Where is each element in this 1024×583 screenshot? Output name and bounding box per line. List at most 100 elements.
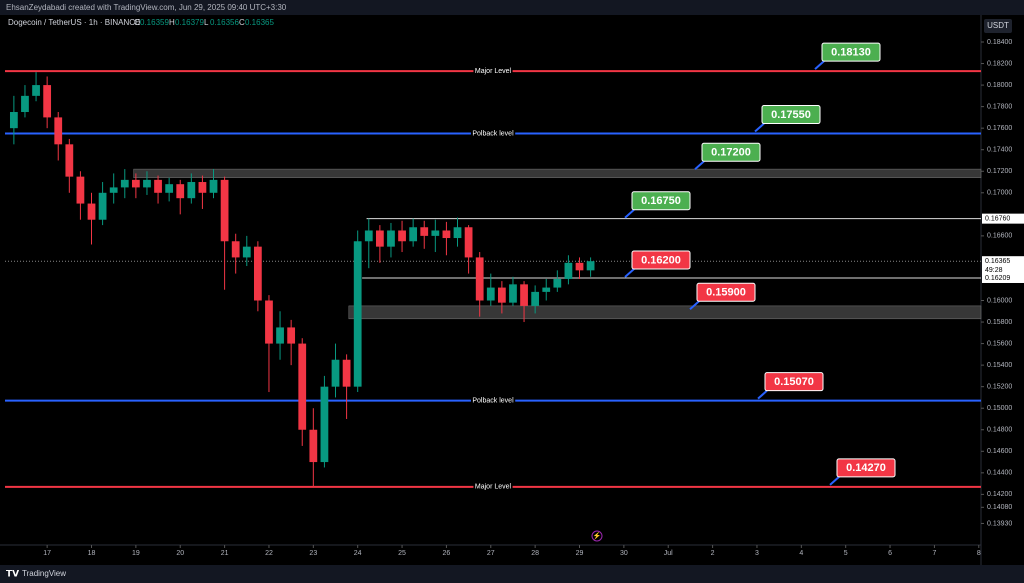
zone [348,305,982,320]
candle-body [509,284,517,303]
candle-body [353,241,362,387]
candle-body [442,230,451,239]
level-label: Major Level [475,68,512,75]
candle-body [486,287,495,301]
zone [133,168,982,178]
alert-icon[interactable] [591,530,603,542]
credit: EhsanZeydabadi created with TradingView.… [6,3,287,12]
x-tick-label: 24 [354,550,362,557]
x-tick-label: 17 [43,550,51,557]
callout-pointer [757,389,768,400]
candle-body [265,300,273,344]
y-tick-label: 0.15800 [987,319,1012,326]
brand: TradingView [22,569,66,578]
candle-body [342,359,351,387]
y-tick-label: 0.18200 [987,60,1012,67]
candle-body [586,261,595,271]
candle-body [453,227,462,239]
y-tick-label: 0.18400 [987,39,1012,46]
candle-body [43,85,52,118]
y-tick-label: 0.14400 [987,470,1012,477]
candle-body [553,278,562,288]
level-label: Major Level [475,484,512,491]
callout-box [836,458,896,478]
callout-box [701,142,761,162]
candle-body [542,287,551,292]
candle-body [287,327,296,344]
price-label-box [982,256,1024,276]
x-tick-label: 4 [799,550,803,557]
x-tick-label: Jul [664,550,673,557]
ohlc-value: 0.16365 [245,18,274,27]
callout-label: 0.14270 [846,462,886,474]
candle-body [65,144,74,177]
x-tick-label: 2 [711,550,715,557]
y-tick-label: 0.17600 [987,125,1012,132]
candle-body [375,230,384,247]
x-tick-label: 6 [888,550,892,557]
price-label: 0.16365 [985,258,1010,265]
y-tick-label: 0.14080 [987,504,1012,511]
x-tick-label: 27 [487,550,495,557]
callout-pointer [624,208,635,219]
price-label: 0.16760 [985,215,1010,222]
candle-body [209,179,218,193]
candle-body [387,230,395,247]
callout-label: 0.15900 [706,287,746,299]
price-label-box [982,272,1024,283]
x-tick-label: 7 [932,550,936,557]
candle-body [320,386,329,463]
candle-body [76,176,85,204]
candle-body [131,179,140,188]
level-label: Polback level [472,130,514,137]
y-tick-label: 0.17200 [987,168,1012,175]
callout-label: 0.16200 [641,254,681,266]
ohlc-key: H [169,18,175,27]
bottom-bar [0,565,1024,583]
y-tick-label: 0.14200 [987,491,1012,498]
x-tick-label: 22 [265,550,273,557]
candle-body [21,95,29,113]
candle-body [531,291,540,306]
y-tick-label: 0.14600 [987,448,1012,455]
candle-body [475,257,484,301]
callout-box [764,372,824,392]
callout-box [761,105,821,125]
top-bar [0,0,1024,15]
candle-body [398,230,406,242]
countdown: 49:28 [985,267,1003,274]
ohlc-value: 0.16356 [210,18,239,27]
ohlc-value: 0.16379 [175,18,204,27]
y-tick-label: 0.15400 [987,362,1012,369]
y-tick-label: 0.15000 [987,405,1012,412]
currency-box [984,19,1012,33]
callout-box [821,42,881,62]
candle-body [309,429,318,463]
y-tick-label: 0.17800 [987,103,1012,110]
candle-body [298,343,307,430]
x-tick-label: 18 [88,550,96,557]
candle-body [276,327,284,344]
callout-box [631,191,691,211]
callout-pointer [624,268,635,278]
candle-body [220,179,229,242]
x-tick-label: 28 [531,550,539,557]
callout-label: 0.15070 [774,376,814,388]
candle-body [98,192,107,220]
candle-body [165,184,174,193]
logo: 𝗧𝗩 [6,568,19,578]
candle-body [564,262,573,279]
callout-pointer [829,476,840,486]
candle-body [464,227,473,258]
y-tick-label: 0.14800 [987,427,1012,434]
price-label: 0.16209 [985,275,1010,282]
callout-box [631,250,691,270]
x-tick-label: 23 [309,550,317,557]
candle-body [54,117,63,145]
candle-body [154,179,162,193]
x-tick-label: 19 [132,550,140,557]
y-tick-label: 0.15600 [987,340,1012,347]
candle-body [420,227,429,236]
currency: USDT [987,21,1009,30]
